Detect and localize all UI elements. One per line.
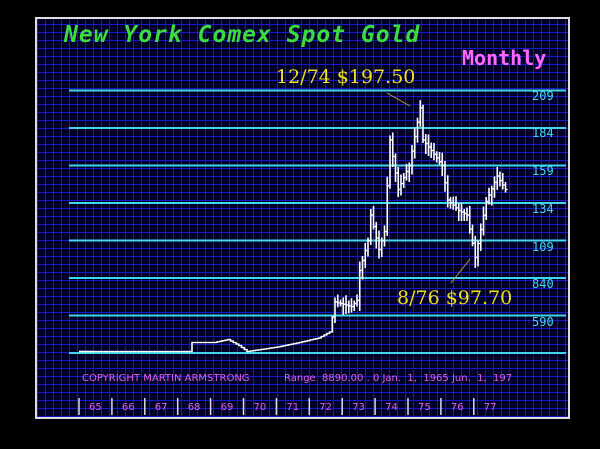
chart-title: New York Comex Spot Gold [64, 22, 421, 48]
x-tick-label: 76 [450, 402, 464, 413]
x-tick-label: 77 [483, 402, 497, 413]
y-tick-label: 840 [532, 277, 554, 291]
x-tick-label: 65 [89, 402, 102, 413]
y-tick-label: 184 [532, 126, 554, 140]
x-tick-label: 68 [187, 402, 201, 413]
x-tick-label: 75 [418, 402, 431, 413]
y-tick-label: 134 [532, 202, 554, 216]
chart-panel [35, 17, 570, 419]
x-tick-label: 69 [220, 402, 234, 413]
annotation-low: 8/76 $97.70 [397, 287, 513, 309]
x-tick-label: 67 [154, 402, 168, 413]
x-tick-label: 71 [286, 402, 300, 413]
copyright-text: COPYRIGHT MARTIN ARMSTRONG [82, 373, 250, 384]
period-label: Monthly [462, 46, 547, 70]
x-tick-label: 72 [319, 402, 333, 413]
x-tick-label: 70 [253, 402, 267, 413]
y-tick-label: 159 [532, 164, 554, 178]
y-tick-label: 109 [532, 240, 554, 254]
y-tick-label: 209 [532, 89, 554, 103]
x-tick-label: 74 [385, 402, 398, 413]
x-tick-label: 73 [352, 402, 365, 413]
annotation-pointer-peak [386, 92, 411, 107]
y-tick-label: 590 [532, 315, 554, 329]
annotation-pointer-low [450, 258, 471, 284]
x-tick-label: 66 [121, 402, 135, 413]
range-text: Range 8890.00 . 0 Jan. 1, 1965 Jun. 1, 1… [284, 373, 513, 384]
annotation-peak: 12/74 $197.50 [276, 66, 416, 88]
